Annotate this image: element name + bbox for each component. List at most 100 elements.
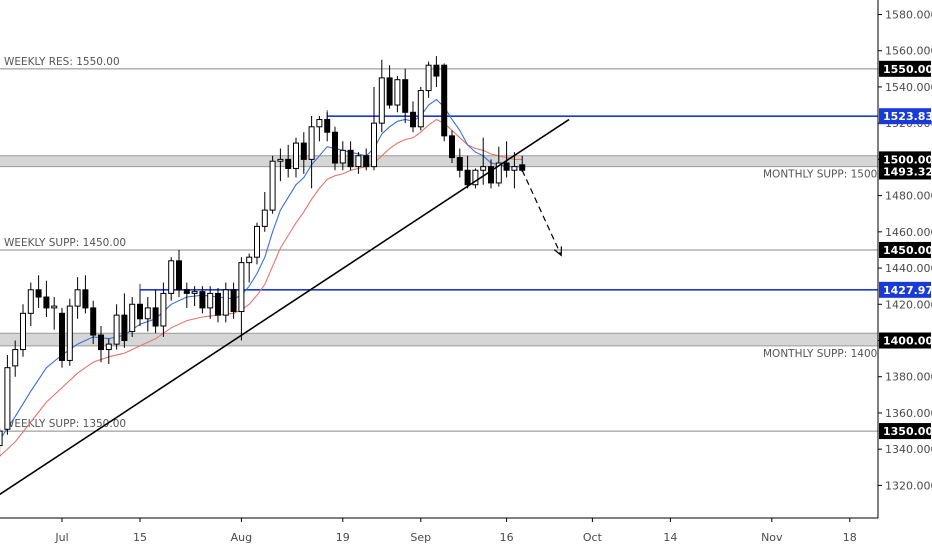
- candle-body: [59, 312, 65, 361]
- candle-body: [176, 260, 182, 291]
- candle-body: [300, 142, 307, 160]
- candle-body: [425, 64, 432, 92]
- price-tag: [879, 241, 931, 258]
- x-tick-label: Jul: [54, 531, 68, 544]
- candle-body: [355, 155, 362, 168]
- candle-body: [35, 289, 42, 298]
- y-tick-label: 1360.000: [885, 407, 932, 420]
- projection-arrow: [521, 170, 562, 256]
- candle-body: [261, 209, 268, 227]
- candle-body: [417, 90, 424, 128]
- y-tick-label: 1460.000: [885, 226, 932, 239]
- candle-body: [82, 289, 89, 309]
- candle-body: [480, 166, 487, 171]
- y-tick-label: 1440.000: [885, 262, 932, 275]
- candle-body: [238, 262, 245, 313]
- candle-body: [347, 149, 354, 168]
- candle-body: [4, 367, 11, 430]
- candle-body: [129, 303, 136, 332]
- candle-body: [168, 260, 175, 294]
- price-tag: [879, 423, 931, 440]
- price-tag-label: 1427.975: [883, 284, 932, 297]
- candle-body: [105, 343, 112, 351]
- y-tick-label: 1420.000: [885, 298, 932, 311]
- candle-body: [0, 430, 3, 447]
- price-tag: [879, 332, 931, 349]
- candle-body: [246, 256, 253, 264]
- candle-body: [371, 122, 377, 168]
- level-label: MONTHLY SUPP: 1400.00: [763, 348, 894, 360]
- candle-body: [152, 307, 159, 327]
- price-tag-label: 1450.000: [883, 244, 932, 257]
- trendline: [0, 118, 570, 496]
- price-tag: [879, 281, 931, 298]
- x-tick-label: Nov: [761, 531, 783, 544]
- candle-body: [207, 292, 214, 309]
- candle-body: [410, 111, 416, 128]
- price-tag-label: 1350.000: [883, 425, 932, 438]
- x-tick-label: 16: [500, 531, 514, 544]
- candle-body: [183, 289, 190, 294]
- price-tag: [879, 60, 931, 77]
- candle-body: [363, 155, 370, 168]
- x-tick-label: Sep: [410, 531, 431, 544]
- candle-body: [324, 119, 331, 133]
- candle-body: [269, 160, 276, 211]
- level-label: WEEKLY RES: 1550.00: [4, 56, 120, 68]
- candle-body: [511, 166, 518, 171]
- x-tick-label: 14: [663, 531, 677, 544]
- candle-body: [378, 77, 385, 124]
- y-tick-label: 1540.000: [885, 81, 932, 94]
- candle-body: [441, 64, 448, 137]
- price-tag-label: 1493.320: [883, 165, 932, 178]
- candle-body: [191, 291, 198, 294]
- price-tag-label: 1550.000: [883, 63, 932, 76]
- candle-body: [488, 166, 494, 184]
- candle-body: [495, 162, 502, 184]
- price-tag-label: 1400.000: [883, 335, 932, 348]
- x-tick-label: 19: [336, 531, 350, 544]
- support-zone: [0, 333, 878, 346]
- candle-body: [20, 312, 26, 351]
- candle-body: [402, 79, 409, 113]
- candle-body: [51, 305, 58, 309]
- candle-body: [449, 135, 455, 159]
- candle-body: [285, 158, 292, 169]
- y-tick-label: 1380.000: [885, 371, 932, 384]
- candle-body: [456, 157, 463, 171]
- y-tick-label: 1580.000: [885, 8, 932, 21]
- x-tick-label: 15: [133, 531, 147, 544]
- price-tag-label: 1523.837: [883, 110, 932, 123]
- candle-body: [386, 77, 393, 106]
- candle-body: [332, 131, 338, 164]
- candle-body: [394, 79, 401, 106]
- y-tick-label: 1560.000: [885, 45, 932, 58]
- level-label: WEEKLY SUPP: 1450.00: [4, 237, 126, 249]
- candle-body: [113, 314, 120, 345]
- candle-body: [137, 303, 143, 320]
- candle-body: [316, 119, 323, 128]
- ema-fast-line: [0, 98, 523, 441]
- candle-body: [339, 149, 346, 164]
- candle-body: [277, 158, 284, 162]
- candle-body: [293, 142, 299, 169]
- price-tag: [879, 151, 931, 168]
- candle-body: [43, 296, 50, 309]
- candle-body: [503, 162, 510, 171]
- y-tick-label: 1340.000: [885, 443, 932, 456]
- support-zone: [0, 155, 878, 167]
- price-tag: [879, 163, 931, 180]
- x-tick-label: 18: [843, 531, 857, 544]
- candle-body: [472, 169, 479, 186]
- projection-arrowhead: [553, 246, 562, 257]
- candle-body: [254, 225, 260, 258]
- x-tick-label: Aug: [231, 531, 252, 544]
- candle-body: [90, 307, 97, 336]
- candle-body: [160, 292, 167, 327]
- candle-body: [27, 289, 34, 314]
- candle-body: [74, 289, 81, 307]
- x-tick-label: Oct: [583, 531, 603, 544]
- candle-body: [215, 292, 221, 316]
